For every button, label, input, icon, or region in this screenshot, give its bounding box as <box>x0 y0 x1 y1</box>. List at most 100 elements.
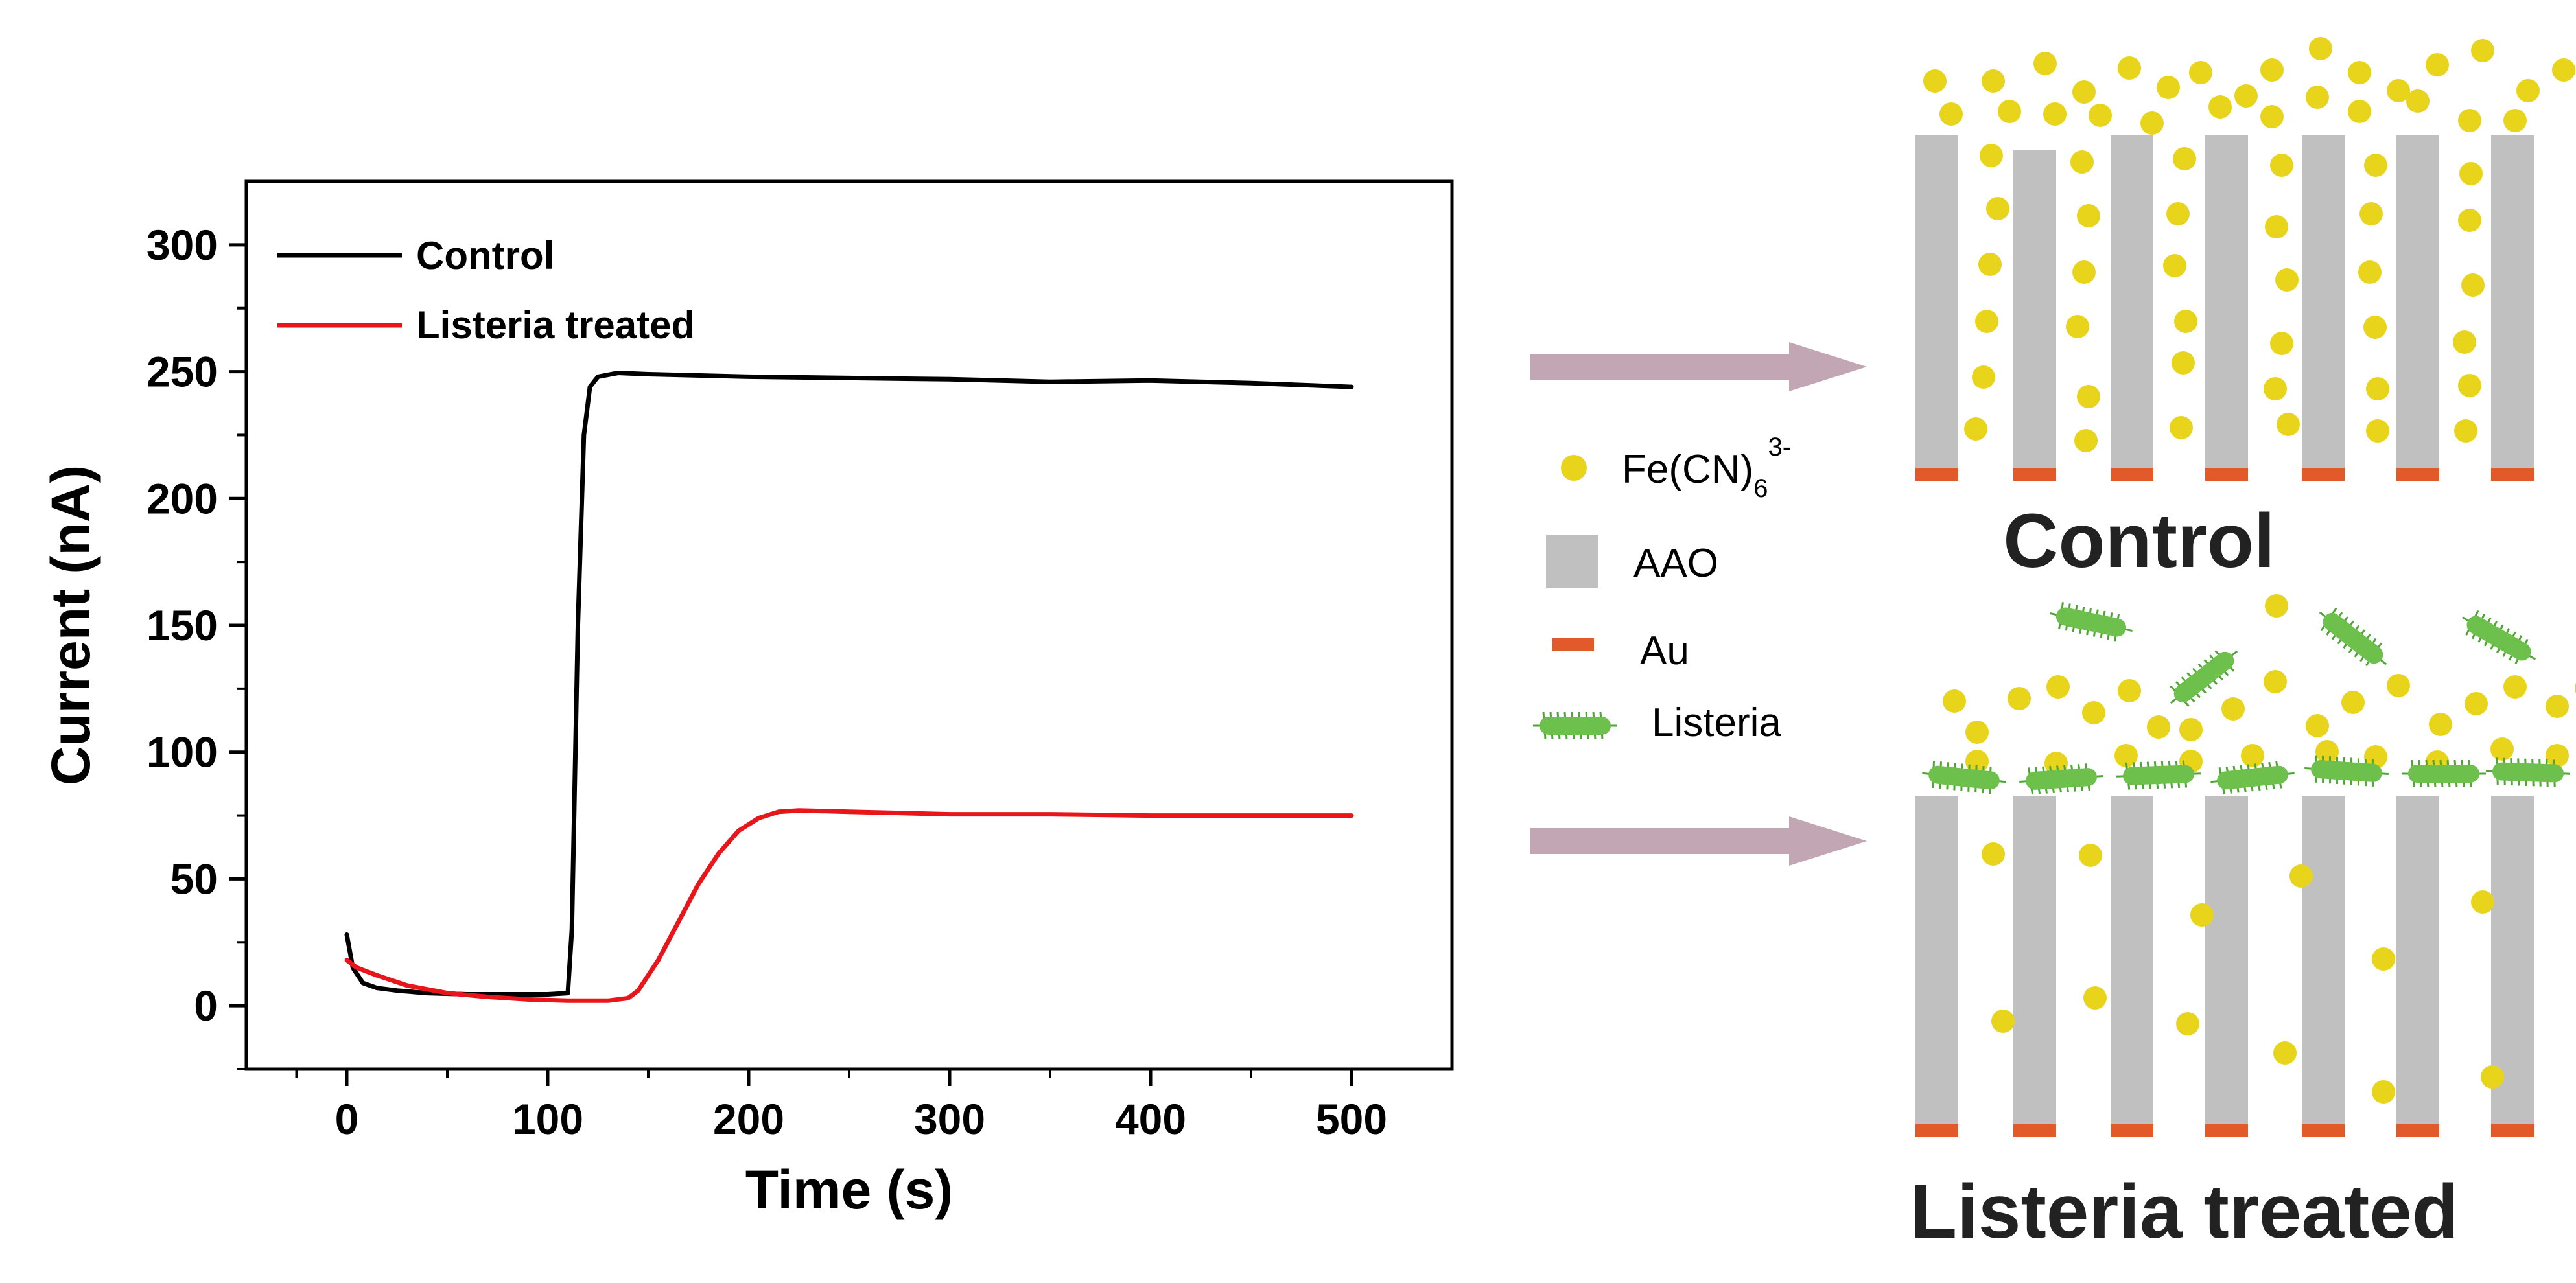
ferricyanide-molecule <box>2033 52 2057 75</box>
ferricyanide-molecule <box>2359 202 2383 225</box>
ferricyanide-molecule <box>2372 947 2395 971</box>
ferricyanide-molecule <box>2265 594 2288 618</box>
ferricyanide-molecule <box>2234 84 2258 108</box>
ferricyanide-molecule <box>2166 202 2190 225</box>
ferricyanide-molecule <box>2458 109 2481 132</box>
ferricyanide-molecule <box>2465 692 2488 715</box>
ferricyanide-molecule <box>2208 95 2232 119</box>
ferricyanide-molecule <box>2546 744 2569 767</box>
au-electrode <box>2111 1124 2153 1137</box>
aao-pillar <box>2111 796 2153 1135</box>
listeria-bacterium-icon <box>2304 755 2389 787</box>
x-tick-label: 100 <box>512 1095 583 1143</box>
ferricyanide-molecule <box>2315 740 2339 763</box>
aao-pillar <box>2205 135 2248 480</box>
ferricyanide-molecule <box>2363 316 2387 339</box>
ferricyanide-molecule <box>1923 69 1947 93</box>
au-electrode <box>2302 1124 2345 1137</box>
ferricyanide-molecule <box>1943 689 1966 713</box>
au-electrode <box>1915 1124 1958 1137</box>
ferricyanide-molecule <box>2163 254 2186 277</box>
ferricyanide-molecule <box>1982 69 2005 93</box>
ferricyanide-molecule <box>2364 745 2387 769</box>
x-tick-label: 300 <box>914 1095 985 1143</box>
ferricyanide-molecule <box>1986 197 2009 220</box>
ferricyanide-molecule <box>2306 714 2329 737</box>
listeria-bacterium-icon <box>1533 711 1617 740</box>
ferricyanide-label: Fe(CN)63- <box>1622 433 1791 503</box>
ferricyanide-molecule <box>1939 102 1963 126</box>
legend-label-control: Control <box>416 234 554 277</box>
aao-pillar <box>2396 135 2439 480</box>
legend-label-listeria-treated: Listeria treated <box>416 303 695 347</box>
ferricyanide-molecule <box>2341 691 2365 714</box>
ferricyanide-molecule <box>2172 351 2195 375</box>
ferricyanide-molecule <box>1965 721 1989 744</box>
ferricyanide-molecule <box>2429 713 2452 736</box>
x-tick-label: 200 <box>713 1095 784 1143</box>
ferricyanide-molecule <box>1975 310 1998 333</box>
ferricyanide-molecule <box>2471 890 2494 914</box>
listeria-bacterium-icon <box>1922 760 2006 794</box>
ferricyanide-molecule <box>2348 61 2371 84</box>
listeria-treated-title: Listeria treated <box>1910 1169 2459 1254</box>
x-tick-label: 0 <box>335 1095 359 1143</box>
ferricyanide-molecule <box>2458 209 2481 232</box>
ferricyanide-molecule <box>2077 204 2100 227</box>
current-time-chart: 0 100 200 300 400 500 0 50 100 150 200 250 300 Time… <box>40 179 1454 1220</box>
ferricyanide-molecule <box>2459 162 2483 185</box>
ferricyanide-molecule <box>2306 86 2329 109</box>
au-electrode <box>1915 468 1958 481</box>
ferricyanide-molecule <box>1980 144 2003 167</box>
ferricyanide-molecule <box>2066 315 2089 338</box>
ferricyanide-molecule <box>2147 715 2170 739</box>
aao-pillar <box>2205 796 2248 1135</box>
ferricyanide-molecule <box>2277 413 2300 436</box>
y-axis-ticks: 0 50 100 150 200 250 300 <box>146 221 246 1070</box>
ferricyanide-molecule <box>2309 37 2332 60</box>
ferricyanide-molecule <box>2273 1041 2297 1065</box>
ferricyanide-molecule <box>2043 102 2067 126</box>
ferricyanide-molecule <box>2264 377 2287 400</box>
y-tick-label: 150 <box>146 601 218 649</box>
listeria-icon <box>1533 711 1617 740</box>
au-icon <box>1552 638 1594 651</box>
x-tick-label: 500 <box>1316 1095 1387 1143</box>
ferricyanide-molecule <box>2089 104 2112 127</box>
ferricyanide-molecule <box>2406 89 2430 113</box>
ferricyanide-molecule <box>2358 260 2382 284</box>
ferricyanide-molecule <box>2387 674 2410 697</box>
ferricyanide-molecule <box>2190 903 2214 927</box>
ferricyanide-molecule <box>2082 701 2105 724</box>
aao-pillar <box>2013 150 2056 480</box>
au-electrode <box>2491 468 2534 481</box>
series-lines <box>344 371 1354 1003</box>
aao-pillar <box>2302 135 2345 480</box>
ferricyanide-molecule <box>2461 273 2485 297</box>
y-tick-label: 300 <box>146 221 218 269</box>
ferricyanide-icon <box>1561 455 1587 481</box>
ferricyanide-molecule <box>2118 679 2141 702</box>
listeria-treated-pore-diagram <box>1915 594 2576 1137</box>
series-line-control <box>344 371 1354 997</box>
ferricyanide-molecule <box>2275 268 2299 292</box>
control-title: Control <box>2003 498 2275 584</box>
ferricyanide-molecule <box>1964 417 1987 441</box>
ferricyanide-molecule <box>2503 675 2527 699</box>
ferricyanide-molecule <box>2546 695 2569 718</box>
x-tick-label: 400 <box>1115 1095 1186 1143</box>
aao-pillar <box>2396 796 2439 1135</box>
ferricyanide-molecule <box>2264 670 2287 693</box>
ferricyanide-molecule <box>2348 100 2371 123</box>
listeria-bacterium-icon <box>2402 759 2486 788</box>
ferricyanide-molecule <box>2490 737 2514 761</box>
au-label: Au <box>1640 629 1689 673</box>
ferricyanide-molecule <box>2241 744 2264 767</box>
ferricyanide-molecule <box>1972 365 1995 389</box>
ferricyanide-molecule <box>2454 419 2477 443</box>
au-electrode <box>2302 468 2345 481</box>
ferricyanide-molecule <box>2079 844 2102 867</box>
listeria-bacterium-icon <box>2210 761 2295 794</box>
au-electrode <box>2013 1124 2056 1137</box>
ferricyanide-molecule <box>2140 111 2164 135</box>
